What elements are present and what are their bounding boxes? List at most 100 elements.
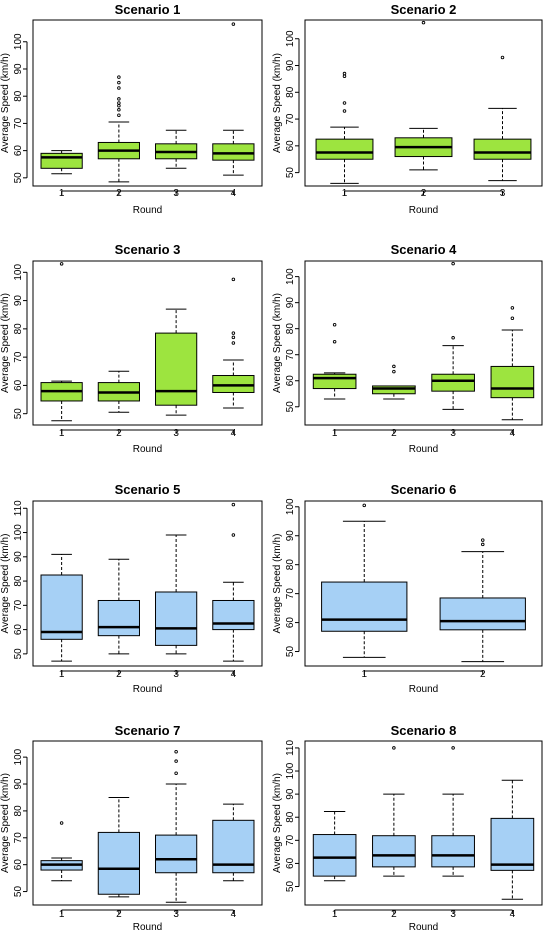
outlier-point <box>342 101 347 105</box>
outlier-point <box>342 74 347 78</box>
y-tick-label: 70 <box>13 599 24 611</box>
y-tick-label: 100 <box>13 524 24 541</box>
box-group-round-2 <box>372 364 416 400</box>
y-tick-label: 60 <box>13 624 24 636</box>
box-group-round-1 <box>321 503 408 658</box>
outlier-point <box>117 113 121 117</box>
box-group-round-2 <box>97 75 140 183</box>
outlier-point <box>231 502 236 507</box>
box-iqr <box>372 835 416 868</box>
y-tick-label: 60 <box>13 145 24 157</box>
box-iqr <box>372 385 416 395</box>
box-iqr <box>439 597 526 631</box>
y-tick-label: 70 <box>285 113 296 125</box>
box-group-round-1 <box>312 810 357 882</box>
outlier-point <box>481 542 485 547</box>
chart-title: Scenario 2 <box>391 2 457 17</box>
chart-title: Scenario 5 <box>115 482 181 497</box>
y-tick-label: 50 <box>285 646 296 658</box>
box-group-round-1 <box>40 553 83 662</box>
plot-frame <box>304 19 543 187</box>
plot-frame <box>32 500 263 667</box>
box-iqr <box>315 138 374 160</box>
y-tick-label: 60 <box>285 617 296 629</box>
outlier-point <box>117 80 121 85</box>
box-group-round-3 <box>473 55 532 182</box>
y-tick-label: 100 <box>13 33 24 50</box>
x-tick-label: 3 <box>500 188 506 199</box>
box-group-round-1 <box>312 323 357 400</box>
chart-title: Scenario 8 <box>391 723 457 738</box>
chart-panel-3: Scenario 3 50 60 70 80 90 100 Average Speed (km… <box>0 242 263 455</box>
y-tick-label: 100 <box>285 268 296 285</box>
x-tick-label: 1 <box>361 669 367 680</box>
y-tick-label: 80 <box>285 86 296 98</box>
x-tick-label: 2 <box>116 428 122 439</box>
box-group-round-1 <box>40 821 83 882</box>
box-group-round-2 <box>97 370 140 413</box>
x-tick-label: 4 <box>231 428 237 439</box>
y-axis-title: Average Speed (km/h) <box>0 53 11 153</box>
x-tick-label: 3 <box>173 909 179 920</box>
y-tick-label: 90 <box>13 63 24 75</box>
box-iqr <box>212 599 255 631</box>
outlier-point <box>510 306 515 310</box>
outlier-point <box>332 323 337 327</box>
box-group-round-4 <box>212 803 255 882</box>
y-tick-label: 60 <box>285 857 296 869</box>
box-iqr <box>473 138 532 160</box>
y-tick-label: 80 <box>13 90 24 102</box>
plot-frame <box>304 500 543 667</box>
x-tick-label: 1 <box>332 428 338 439</box>
y-tick-label: 50 <box>285 401 296 413</box>
box-group-round-3 <box>155 308 198 416</box>
y-tick-label: 90 <box>285 60 296 72</box>
outlier-point <box>117 86 121 90</box>
x-tick-label: 2 <box>391 428 397 439</box>
y-tick-label: 60 <box>13 859 24 871</box>
outlier-point <box>117 101 121 105</box>
box-group-round-1 <box>315 71 374 184</box>
x-axis-title: Round <box>133 684 162 695</box>
box-iqr <box>155 834 198 874</box>
outlier-point <box>342 109 347 113</box>
box-group-round-2 <box>439 538 526 663</box>
x-axis-title: Round <box>409 444 438 455</box>
outlier-point <box>174 759 178 763</box>
chart-title: Scenario 6 <box>391 482 457 497</box>
box-group-round-2 <box>372 746 416 877</box>
y-tick-label: 100 <box>13 264 24 281</box>
chart-title: Scenario 4 <box>391 242 458 257</box>
chart-panel-5: Scenario 5 50 60 70 80 90 100 110 Average Speed … <box>0 482 263 695</box>
y-tick-label: 110 <box>285 740 296 756</box>
outlier-point <box>342 71 347 76</box>
box-iqr <box>312 373 357 390</box>
box-group-round-3 <box>431 261 475 410</box>
y-tick-label: 100 <box>13 748 24 765</box>
x-tick-label: 1 <box>59 669 65 680</box>
x-tick-label: 3 <box>450 909 456 920</box>
chart-panel-6: Scenario 6 50 60 70 80 90 100 Average Speed (km… <box>272 482 543 695</box>
x-tick-label: 3 <box>173 188 179 199</box>
outlier-point <box>231 335 236 340</box>
outlier-point <box>174 750 178 754</box>
box-group-round-2 <box>394 20 453 171</box>
box-iqr <box>212 143 255 161</box>
plot-frame <box>32 740 263 906</box>
outlier-point <box>174 771 178 776</box>
y-tick-label: 80 <box>285 811 296 823</box>
x-tick-label: 3 <box>173 669 179 680</box>
x-tick-label: 1 <box>342 188 348 199</box>
box-iqr <box>431 373 475 392</box>
box-iqr <box>431 835 475 868</box>
y-axis-title: Average Speed (km/h) <box>272 53 283 153</box>
x-tick-label: 3 <box>450 428 456 439</box>
y-tick-label: 80 <box>13 805 24 817</box>
x-axis-title: Round <box>409 684 438 695</box>
box-group-round-4 <box>212 22 255 176</box>
chart-title: Scenario 7 <box>115 723 181 738</box>
y-tick-label: 80 <box>285 323 296 335</box>
y-tick-label: 110 <box>13 500 24 516</box>
